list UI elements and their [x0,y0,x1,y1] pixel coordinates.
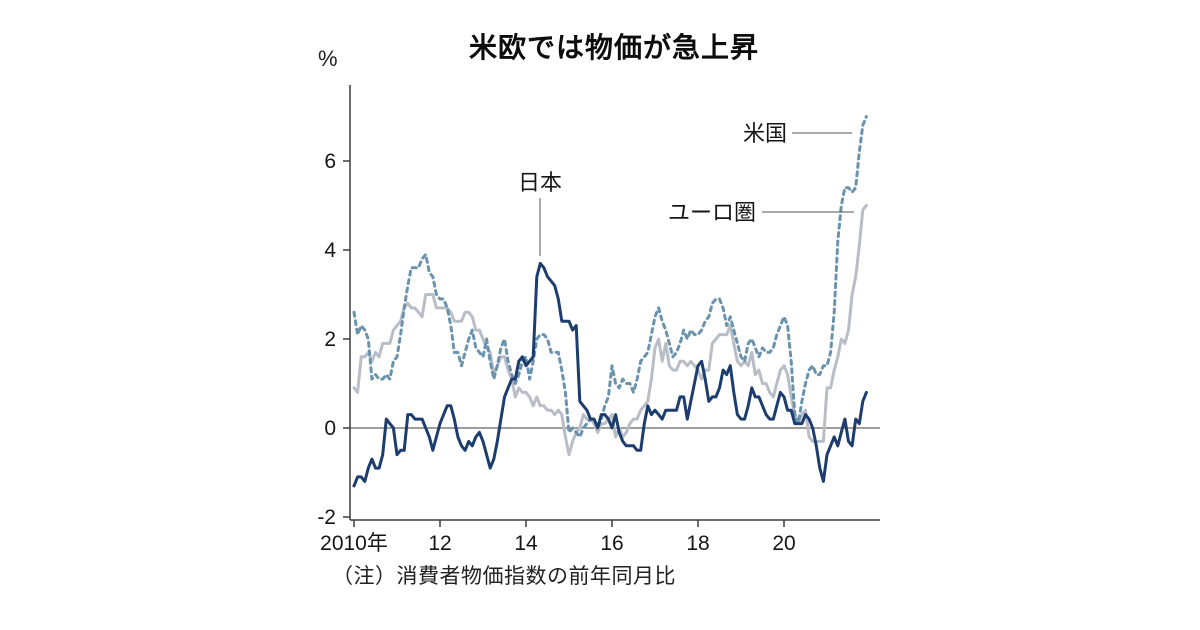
y-tick-label: 0 [324,417,336,440]
x-tick-label: 18 [686,532,709,555]
y-tick-label: 2 [324,328,336,351]
x-tick-label: 16 [600,532,623,555]
y-tick-label: 4 [324,239,336,262]
chart-title: 米欧では物価が急上昇 [468,32,759,63]
y-tick-label: -2 [317,506,336,529]
x-tick-label: 2010年 [320,532,388,555]
y-tick-label: 6 [324,150,336,173]
annotation-label-eu: ユーロ圏 [668,200,756,225]
x-tick-label: 14 [514,532,538,555]
series-line-us [352,115,868,439]
series-line-japan [352,261,868,488]
series-line-euro [352,204,868,457]
annotation-label-us: 米国 [743,121,787,146]
chart-note: （注）消費者物価指数の前年同月比 [332,565,676,588]
x-tick-label: 20 [772,532,795,555]
y-axis-unit-label: % [318,46,338,71]
annotation-label-jp: 日本 [518,170,562,195]
x-tick-label: 12 [428,532,451,555]
